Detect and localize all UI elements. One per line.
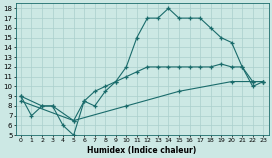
X-axis label: Humidex (Indice chaleur): Humidex (Indice chaleur) [88, 146, 197, 155]
